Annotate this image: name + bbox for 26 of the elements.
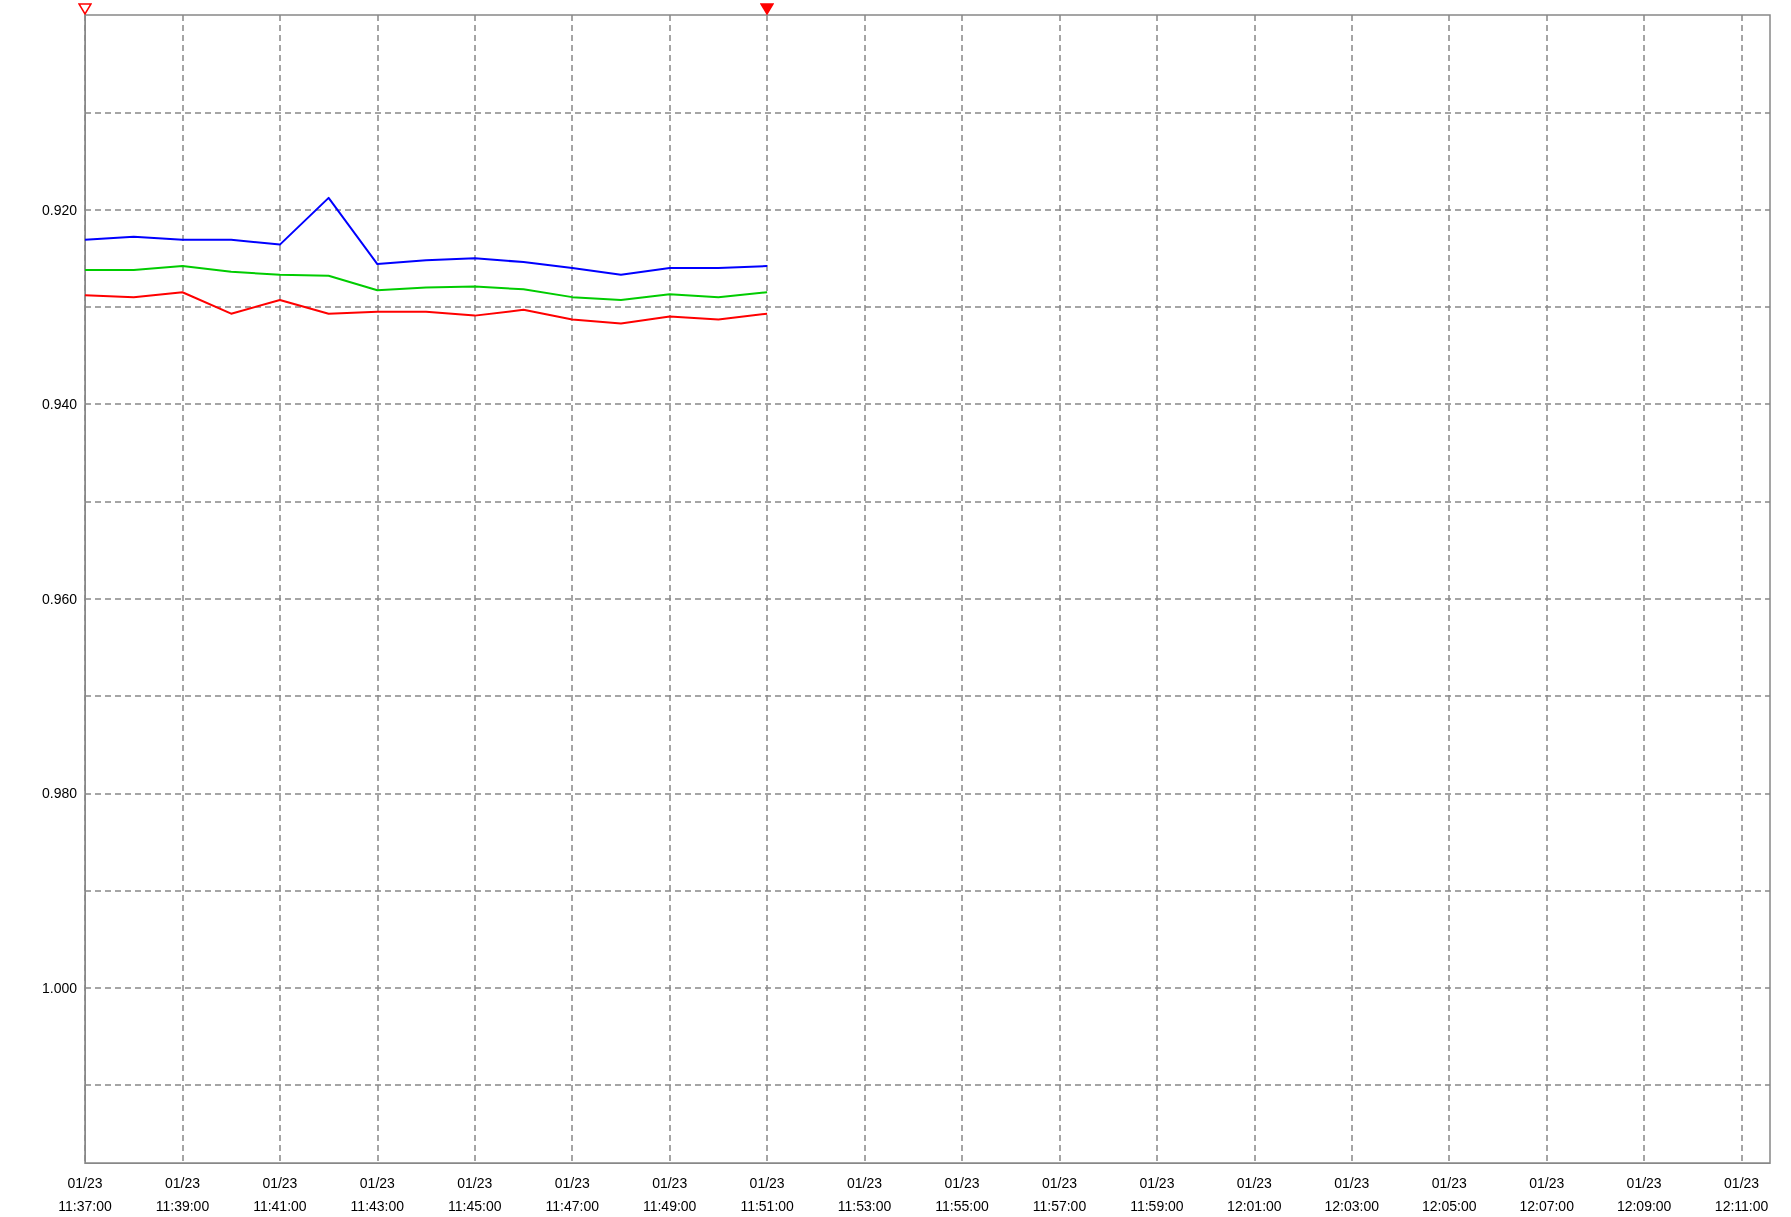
x-tick-label: 01/23 12:01:00 <box>1227 1174 1282 1214</box>
x-tick-label: 01/23 11:45:00 <box>448 1174 502 1214</box>
line-series <box>84 265 769 302</box>
y-tick-label: 0.920 <box>41 201 78 218</box>
y-tick-label: 0.980 <box>41 785 78 802</box>
x-tick-label: 01/23 11:57:00 <box>1032 1174 1087 1214</box>
x-tick-label: 01/23 11:59:00 <box>1130 1174 1184 1214</box>
x-tick-label: 01/23 11:47:00 <box>545 1174 600 1214</box>
x-tick-label: 01/23 12:09:00 <box>1616 1174 1672 1214</box>
x-tick-label: 01/23 11:43:00 <box>350 1174 405 1214</box>
x-tick-label: 01/23 12:03:00 <box>1324 1174 1380 1214</box>
x-tick-label: 01/23 12:07:00 <box>1519 1174 1575 1214</box>
x-tick-label: 01/23 11:39:00 <box>155 1174 210 1214</box>
x-tick-label: 01/23 12:11:00 <box>1714 1174 1769 1214</box>
x-tick-label: 01/23 12:05:00 <box>1421 1174 1477 1214</box>
y-tick-label: 0.940 <box>41 396 78 413</box>
line-series <box>84 291 769 325</box>
y-tick-label: 0.960 <box>41 590 78 607</box>
x-tick-label: 01/23 11:55:00 <box>935 1174 989 1214</box>
x-tick-label: 01/23 11:37:00 <box>58 1174 112 1214</box>
x-tick-label: 01/23 11:53:00 <box>837 1174 892 1214</box>
x-tick-label: 01/23 11:49:00 <box>642 1174 697 1214</box>
y-tick-label: 1.000 <box>41 979 78 996</box>
x-tick-label: 01/23 11:51:00 <box>740 1174 795 1214</box>
x-tick-label: 01/23 11:41:00 <box>253 1174 307 1214</box>
line-series <box>84 196 769 276</box>
